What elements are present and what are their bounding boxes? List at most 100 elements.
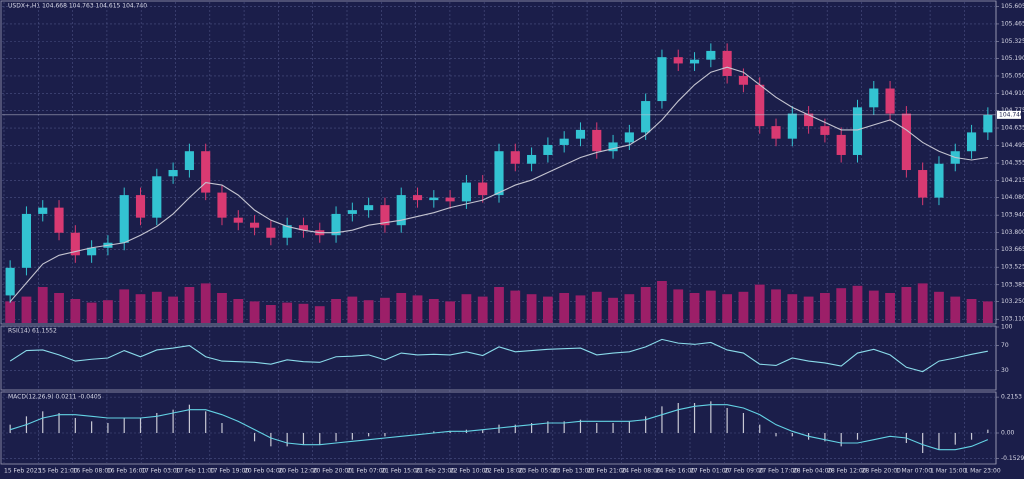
volume-bar (477, 296, 488, 323)
volume-bar (298, 303, 309, 323)
volume-bar (510, 290, 521, 323)
candle-body (184, 151, 194, 171)
y-tick-label: 103.110 (1001, 316, 1024, 323)
volume-bar (200, 283, 211, 323)
candle-body (396, 195, 406, 226)
x-tick-label: 17 Feb 03:00 (141, 468, 181, 475)
volume-bar (787, 294, 798, 323)
candle-body (70, 232, 80, 256)
x-tick-label: 27 Feb 01:00 (690, 468, 730, 475)
y-tick-label: 100 (1001, 324, 1013, 331)
candle-body (461, 182, 471, 202)
volume-bar (803, 296, 814, 323)
x-tick-label: 28 Feb 04:00 (793, 468, 833, 475)
volume-bar (86, 302, 97, 323)
candle-body (657, 57, 667, 102)
y-tick-label: 105.605 (1001, 3, 1024, 10)
volume-bar (542, 296, 553, 323)
volume-bar (151, 291, 162, 323)
x-tick-label: 22 Feb 10:00 (450, 468, 490, 475)
candle-body (559, 138, 569, 145)
y-tick-label: 105.465 (1001, 20, 1024, 27)
y-tick-label: 103.525 (1001, 264, 1024, 271)
volume-bar (314, 306, 325, 323)
candle-body (119, 195, 129, 243)
candle-body (641, 101, 651, 133)
x-tick-label: 16 Feb 16:00 (107, 468, 147, 475)
signal-line (9, 404, 989, 451)
x-tick-label: 15 Feb 2023 (4, 468, 42, 475)
candle-body (445, 197, 455, 202)
volume-bar (820, 293, 830, 323)
x-tick-label: 21 Feb 23:00 (416, 468, 456, 475)
volume-bar (412, 295, 423, 323)
candle-body (527, 154, 537, 164)
x-tick-label: 21 Feb 07:00 (347, 468, 387, 475)
y-tick-label: 103.385 (1001, 281, 1024, 288)
volume-bar (54, 293, 64, 323)
candle-body (201, 151, 211, 193)
volume-bar (119, 289, 130, 323)
y-tick-label: 30 (1001, 367, 1009, 374)
candle-body (364, 205, 374, 211)
x-tick-label: 21 Feb 15:00 (381, 468, 421, 475)
candle-body (478, 182, 488, 196)
panel-title: USDX+,H1 104.668 104.763 104.615 104.740 (8, 3, 147, 10)
volume-bar (494, 287, 504, 323)
volume-bar (37, 287, 48, 323)
volume-bar (950, 296, 961, 323)
y-tick-label: 103.940 (1001, 212, 1024, 219)
last-price-label: 104.740 (999, 111, 1024, 118)
y-tick-label: 103.800 (1001, 229, 1024, 236)
volume-bar (885, 293, 895, 323)
volume-bar (135, 294, 146, 323)
candle-body (233, 217, 243, 223)
volume-bar (5, 301, 16, 323)
x-tick-label: 24 Feb 08:00 (621, 468, 661, 475)
candle-body (885, 88, 895, 114)
volume-bar (852, 285, 863, 323)
volume-bar (559, 293, 570, 323)
candle-body (266, 227, 276, 238)
y-tick-label: -0.1529 (1001, 455, 1024, 462)
candle-body (852, 107, 863, 155)
candle-body (624, 132, 634, 143)
candle-body (543, 144, 553, 155)
candle-body (250, 222, 260, 228)
volume-bar (673, 289, 684, 323)
candle-body (804, 113, 814, 127)
candle-body (87, 247, 97, 256)
y-tick-label: 105.050 (1001, 72, 1024, 79)
x-tick-label: 22 Feb 18:00 (484, 468, 524, 475)
candle-body (54, 207, 64, 233)
y-tick-label: 104.910 (1001, 90, 1024, 97)
x-tick-label: 23 Feb 21:00 (587, 468, 627, 475)
volume-bar (608, 297, 618, 323)
candle-body (21, 213, 32, 268)
volume-bar (217, 293, 227, 323)
x-tick-label: 23 Feb 05:00 (519, 468, 559, 475)
volume-bar (396, 293, 407, 323)
candle-body (168, 170, 178, 177)
volume-bar (103, 300, 113, 323)
x-tick-label: 15 Feb 21:00 (38, 468, 78, 475)
candle-body (5, 267, 15, 296)
candle-body (722, 50, 732, 76)
panel-title: MACD(12,26,9) 0.0211 -0.0405 (8, 394, 102, 401)
x-tick-label: 1 Mar 07:00 (896, 468, 932, 475)
candle-body (869, 88, 879, 108)
volume-bar (738, 291, 749, 323)
last-price-box (997, 110, 1021, 119)
candle-body (135, 195, 146, 218)
x-tick-label: 23 Feb 13:00 (553, 468, 593, 475)
volume-bar (575, 295, 586, 323)
volume-bar (591, 291, 602, 323)
y-tick-label: 104.355 (1001, 160, 1024, 167)
volume-bar (445, 301, 456, 323)
candle-body (494, 151, 504, 196)
volume-bar (168, 296, 178, 323)
moving-average (9, 66, 988, 303)
panel-border (0, 325, 997, 391)
